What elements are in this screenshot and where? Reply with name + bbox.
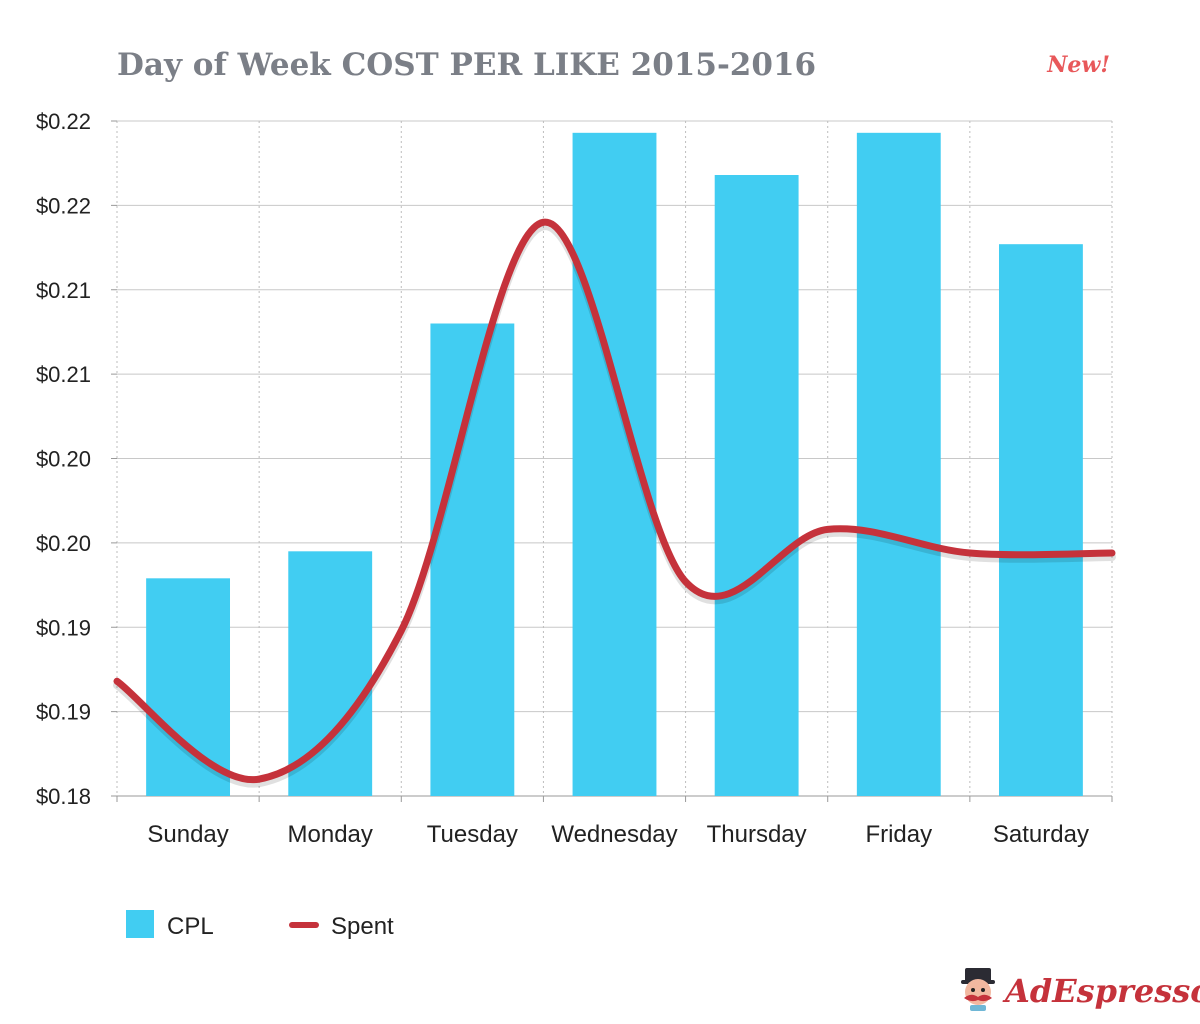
x-tick-label: Thursday: [707, 821, 807, 848]
bar-wednesday: [572, 132, 657, 796]
y-tick-label: $0.21: [36, 362, 91, 387]
x-tick-label: Tuesday: [427, 821, 518, 848]
legend-spent-swatch: [289, 922, 319, 928]
y-axis: $0.22 $0.22 $0.21 $0.21 $0.20 $0.20 $0.19 $0.19…: [36, 109, 117, 809]
y-tick-label: $0.22: [36, 109, 91, 134]
chart-title: Day of Week COST PER LIKE 2015-2016: [117, 47, 816, 83]
y-tick-label: $0.19: [36, 615, 91, 640]
y-tick-label: $0.18: [36, 784, 91, 809]
y-tick-label: $0.19: [36, 700, 91, 725]
mascot-icon: [961, 968, 995, 1011]
cpl-bars: [146, 132, 1083, 796]
y-tick-label: $0.20: [36, 531, 91, 556]
legend-spent-label: Spent: [331, 913, 394, 940]
x-tick-label: Monday: [288, 821, 373, 848]
x-tick-label: Saturday: [993, 821, 1089, 848]
bar-friday: [856, 132, 941, 796]
brand-name: AdEspresso: [1002, 972, 1200, 1010]
legend: CPL Spent: [126, 910, 394, 940]
x-axis: Sunday Monday Tuesday Wednesday Thursday Frid…: [147, 821, 1089, 848]
bar-monday: [288, 551, 373, 796]
bar-sunday: [146, 578, 231, 796]
spent-line: [113, 218, 1116, 788]
legend-cpl-label: CPL: [167, 913, 214, 940]
legend-cpl-swatch: [126, 910, 154, 938]
x-tick-label: Friday: [865, 821, 932, 848]
bar-thursday: [714, 175, 799, 796]
brand-logo: AdEspresso: [961, 968, 1200, 1011]
y-tick-label: $0.22: [36, 193, 91, 218]
new-badge: New!: [1046, 52, 1110, 78]
y-tick-label: $0.20: [36, 447, 91, 472]
x-tick-label: Wednesday: [551, 821, 677, 848]
spent-line-path: [113, 218, 1116, 783]
bar-saturday: [998, 244, 1083, 796]
x-tick-label: Sunday: [147, 821, 228, 848]
y-tick-label: $0.21: [36, 278, 91, 303]
